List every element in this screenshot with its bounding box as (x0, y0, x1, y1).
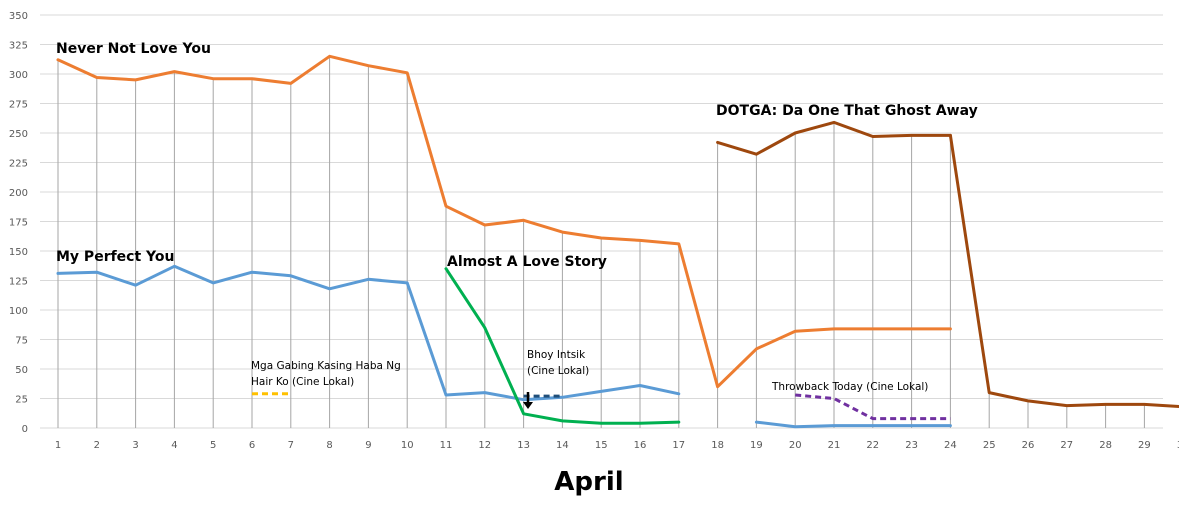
x-tick-label: 20 (789, 440, 802, 451)
x-tick-label: 8 (326, 440, 332, 451)
series-annotations: Never Not Love You My Perfect You Almost A… (56, 41, 978, 393)
y-tick-label: 325 (9, 41, 28, 52)
x-tick-label: 30 (1177, 440, 1179, 451)
x-tick-label: 24 (944, 440, 957, 451)
x-axis-ticks: 1 2 3 4 5 6 7 8 9 10 11 12 13 14 15 16 17 18 19 20 21 22 23 24 2… (55, 440, 1179, 451)
x-tick-label: 11 (440, 440, 453, 451)
series-line (56, 54, 952, 389)
y-tick-label: 250 (9, 129, 28, 140)
series-line (754, 420, 952, 429)
x-tick-label: 1 (55, 440, 61, 451)
series-line (948, 133, 1179, 409)
y-axis-ticks: 0 25 50 75 100 125 150 175 200 225 250 275 300 325 350 (9, 11, 28, 435)
series-line (56, 264, 681, 402)
series-annotation: Throwback Today (Cine Lokal) (771, 381, 928, 393)
x-tick-label: 28 (1099, 440, 1112, 451)
series-line (795, 393, 951, 421)
x-tick-label: 3 (132, 440, 138, 451)
y-tick-label: 0 (22, 424, 28, 435)
x-tick-label: 13 (517, 440, 530, 451)
x-tick-label: 7 (288, 440, 294, 451)
y-tick-label: 150 (9, 247, 28, 258)
y-tick-label: 200 (9, 188, 28, 199)
y-tick-label: 175 (9, 218, 28, 229)
series-annotation: Hair Ko (Cine Lokal) (251, 376, 354, 388)
y-tick-label: 225 (9, 159, 28, 170)
y-tick-label: 125 (9, 277, 28, 288)
series-line (716, 120, 952, 156)
x-tick-label: 17 (672, 440, 685, 451)
x-tick-label: 9 (365, 440, 371, 451)
x-tick-label: 12 (478, 440, 491, 451)
x-tick-label: 4 (171, 440, 177, 451)
x-tick-label: 14 (556, 440, 569, 451)
series-annotation: My Perfect You (56, 249, 174, 265)
x-tick-label: 16 (634, 440, 647, 451)
x-axis-title: April (554, 467, 623, 497)
x-tick-label: 27 (1060, 440, 1073, 451)
x-tick-label: 15 (595, 440, 608, 451)
x-tick-label: 5 (210, 440, 216, 451)
x-tick-label: 19 (750, 440, 763, 451)
x-tick-label: 18 (711, 440, 724, 451)
x-tick-label: 6 (249, 440, 255, 451)
series-annotation: Never Not Love You (56, 41, 211, 57)
series-line (444, 267, 681, 425)
x-tick-label: 25 (983, 440, 996, 451)
x-tick-label: 26 (1022, 440, 1035, 451)
series-annotation: Bhoy Intsik (527, 349, 586, 361)
series-annotation: Almost A Love Story (447, 254, 607, 270)
series-lines (56, 54, 1179, 429)
series-annotation: Mga Gabing Kasing Haba Ng (251, 360, 401, 372)
x-tick-label: 23 (905, 440, 918, 451)
x-tick-label: 22 (866, 440, 879, 451)
y-tick-label: 75 (15, 336, 28, 347)
y-tick-label: 300 (9, 70, 28, 81)
series-annotation: (Cine Lokal) (527, 365, 589, 377)
y-tick-label: 100 (9, 306, 28, 317)
x-tick-label: 29 (1138, 440, 1151, 451)
arrow-marker-bhoy-intsik (523, 392, 533, 409)
y-tick-label: 25 (15, 395, 28, 406)
x-tick-label: 2 (94, 440, 100, 451)
vertical-drop-lines (57, 56, 1145, 428)
y-tick-label: 350 (9, 11, 28, 22)
series-annotation: DOTGA: Da One That Ghost Away (716, 103, 978, 119)
y-tick-label: 50 (15, 365, 28, 376)
x-tick-label: 10 (401, 440, 414, 451)
y-tick-label: 275 (9, 100, 28, 111)
x-tick-label: 21 (828, 440, 841, 451)
